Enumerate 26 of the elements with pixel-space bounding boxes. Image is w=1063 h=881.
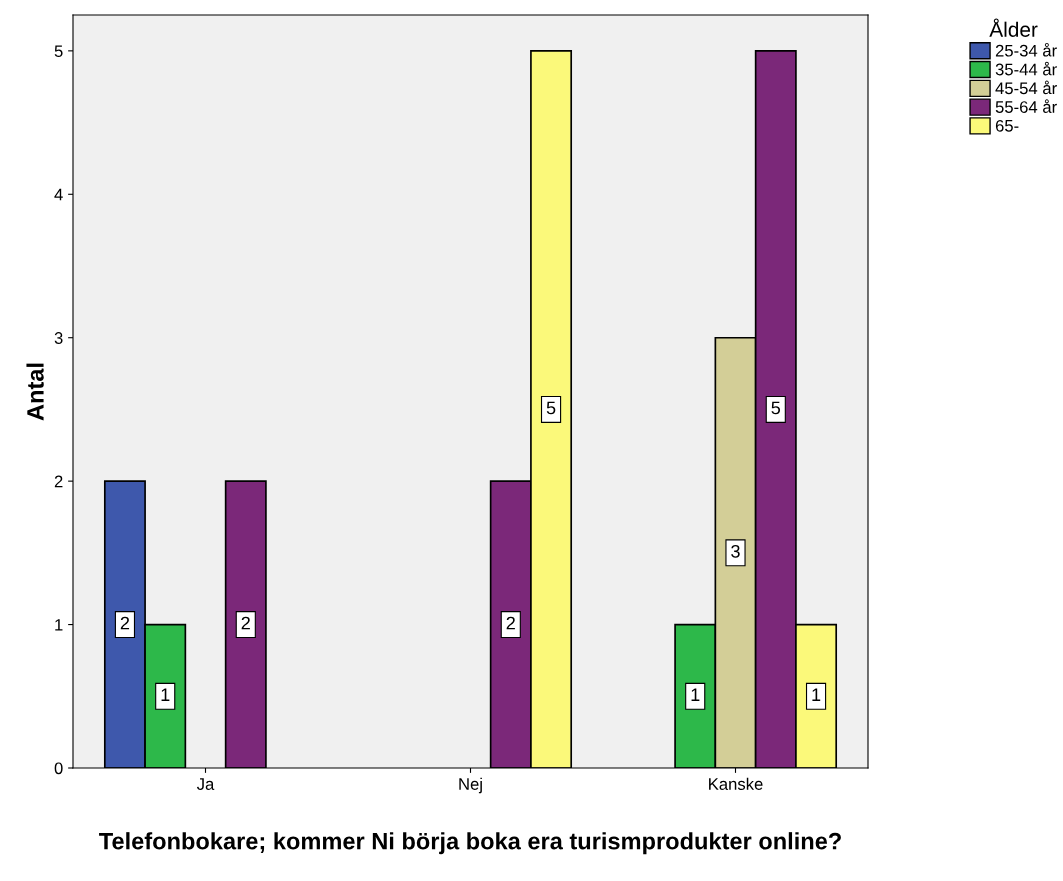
data-label: 1: [812, 688, 821, 701]
legend-label: 35-44 år: [995, 61, 1057, 76]
data-label: 5: [771, 401, 781, 415]
y-tick-label: 1: [55, 619, 63, 631]
y-tick-label: 3: [54, 332, 63, 344]
y-tick-label: 4: [54, 188, 63, 201]
legend-label: 25-34 år: [995, 42, 1057, 57]
x-tick-label: Ja: [196, 778, 215, 790]
y-axis-title: Antal: [26, 363, 44, 421]
x-tick-label: Nej: [459, 777, 482, 794]
data-label: 5: [546, 401, 556, 415]
data-label: 1: [161, 688, 170, 701]
legend-label: 45-54 år: [995, 80, 1057, 95]
data-label: 2: [506, 616, 515, 630]
data-label: 1: [691, 688, 700, 701]
x-tick-label: Kanske: [709, 777, 763, 790]
legend-label: 55-64 år: [995, 99, 1057, 113]
data-label: 2: [241, 616, 250, 630]
y-tick-label: 5: [54, 45, 63, 58]
x-axis-title: Telefonbokare; kommer Ni börja boka era turismprodukter online?: [99, 832, 841, 855]
y-tick-label: 2: [54, 475, 63, 488]
legend-title: Ålder: [989, 18, 1038, 37]
y-tick-label: 0: [54, 762, 63, 775]
data-label: 3: [731, 544, 740, 558]
legend-label: 65-: [995, 119, 1019, 132]
data-label: 2: [120, 616, 130, 630]
